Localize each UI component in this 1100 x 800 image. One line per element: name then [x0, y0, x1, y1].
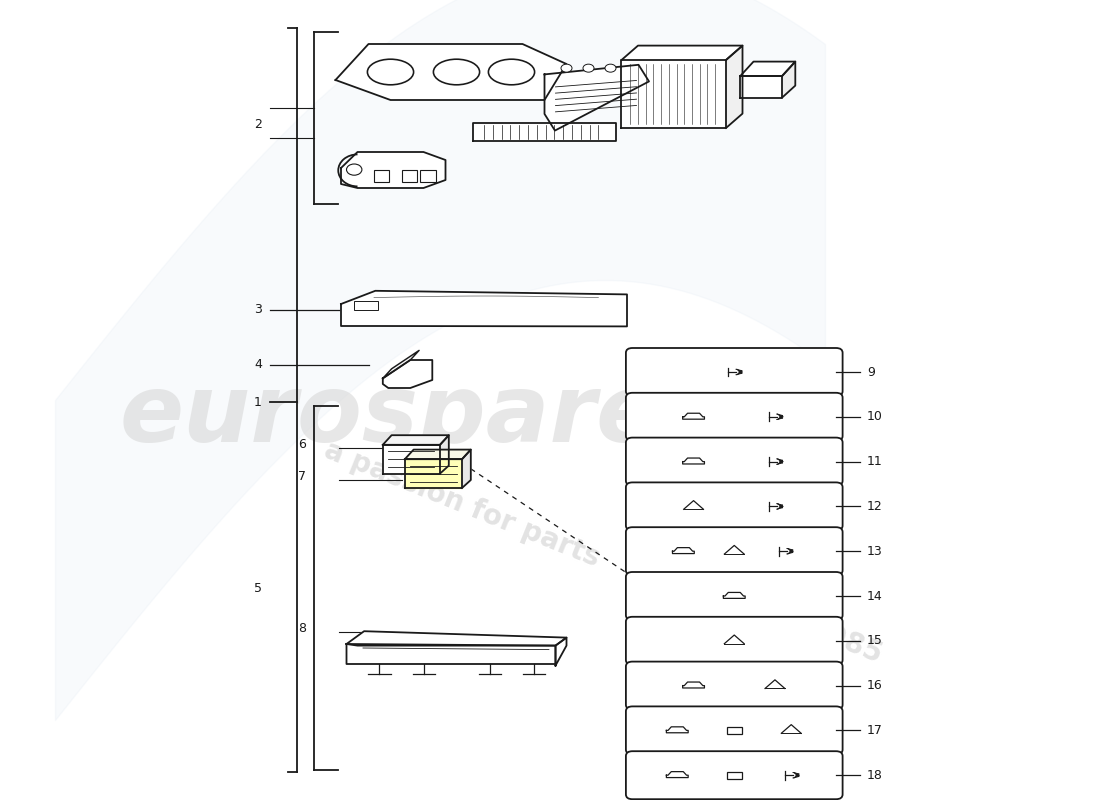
Polygon shape: [667, 772, 689, 778]
Text: 18: 18: [867, 769, 882, 782]
Polygon shape: [683, 414, 704, 419]
Text: 14: 14: [867, 590, 882, 602]
Text: a passion for parts: a passion for parts: [320, 436, 604, 572]
Polygon shape: [726, 46, 742, 128]
Text: 10: 10: [867, 410, 882, 423]
Text: 7: 7: [298, 470, 306, 482]
Text: 17: 17: [867, 724, 882, 737]
Text: 2: 2: [254, 118, 262, 130]
FancyBboxPatch shape: [626, 617, 843, 665]
Polygon shape: [556, 638, 566, 666]
Text: 16: 16: [867, 679, 882, 692]
Polygon shape: [405, 459, 462, 488]
Bar: [354, 301, 378, 310]
Text: 13: 13: [867, 545, 882, 558]
Polygon shape: [462, 450, 471, 488]
Bar: [374, 170, 389, 182]
Polygon shape: [336, 44, 566, 100]
FancyBboxPatch shape: [626, 706, 843, 754]
Circle shape: [561, 64, 572, 72]
Polygon shape: [346, 631, 566, 646]
Text: 12: 12: [867, 500, 882, 513]
Polygon shape: [621, 46, 742, 60]
FancyBboxPatch shape: [626, 393, 843, 441]
Text: since 1985: since 1985: [719, 579, 887, 669]
Polygon shape: [667, 727, 689, 733]
Text: eurospares: eurospares: [119, 370, 717, 462]
Text: 1: 1: [254, 396, 262, 409]
Text: 6: 6: [298, 438, 306, 450]
FancyBboxPatch shape: [626, 751, 843, 799]
Polygon shape: [341, 152, 446, 188]
Polygon shape: [683, 458, 704, 464]
Ellipse shape: [433, 59, 480, 85]
Polygon shape: [383, 350, 419, 378]
Polygon shape: [383, 445, 440, 474]
Polygon shape: [683, 682, 704, 688]
Polygon shape: [440, 435, 449, 474]
Polygon shape: [383, 435, 449, 445]
Text: 9: 9: [867, 366, 875, 378]
FancyBboxPatch shape: [626, 662, 843, 710]
Polygon shape: [341, 291, 627, 326]
Ellipse shape: [488, 59, 535, 85]
Polygon shape: [740, 62, 795, 76]
Polygon shape: [473, 123, 616, 141]
Bar: [420, 170, 436, 182]
Polygon shape: [782, 62, 795, 98]
Polygon shape: [621, 60, 726, 128]
FancyBboxPatch shape: [626, 572, 843, 620]
Polygon shape: [740, 76, 782, 98]
Bar: [402, 170, 417, 182]
Text: 4: 4: [254, 358, 262, 371]
Bar: [727, 726, 741, 734]
Polygon shape: [405, 450, 471, 459]
Polygon shape: [544, 65, 649, 130]
Ellipse shape: [367, 59, 414, 85]
Polygon shape: [724, 593, 745, 598]
FancyBboxPatch shape: [626, 438, 843, 486]
Text: 15: 15: [867, 634, 882, 647]
Polygon shape: [672, 548, 694, 554]
FancyBboxPatch shape: [626, 527, 843, 575]
Polygon shape: [346, 644, 556, 664]
Bar: [727, 771, 741, 778]
Text: 3: 3: [254, 303, 262, 316]
Text: 8: 8: [298, 622, 306, 634]
FancyBboxPatch shape: [626, 482, 843, 530]
Circle shape: [605, 64, 616, 72]
Polygon shape: [383, 360, 432, 388]
Text: 5: 5: [254, 582, 262, 594]
FancyBboxPatch shape: [626, 348, 843, 396]
Circle shape: [583, 64, 594, 72]
Text: 11: 11: [867, 455, 882, 468]
